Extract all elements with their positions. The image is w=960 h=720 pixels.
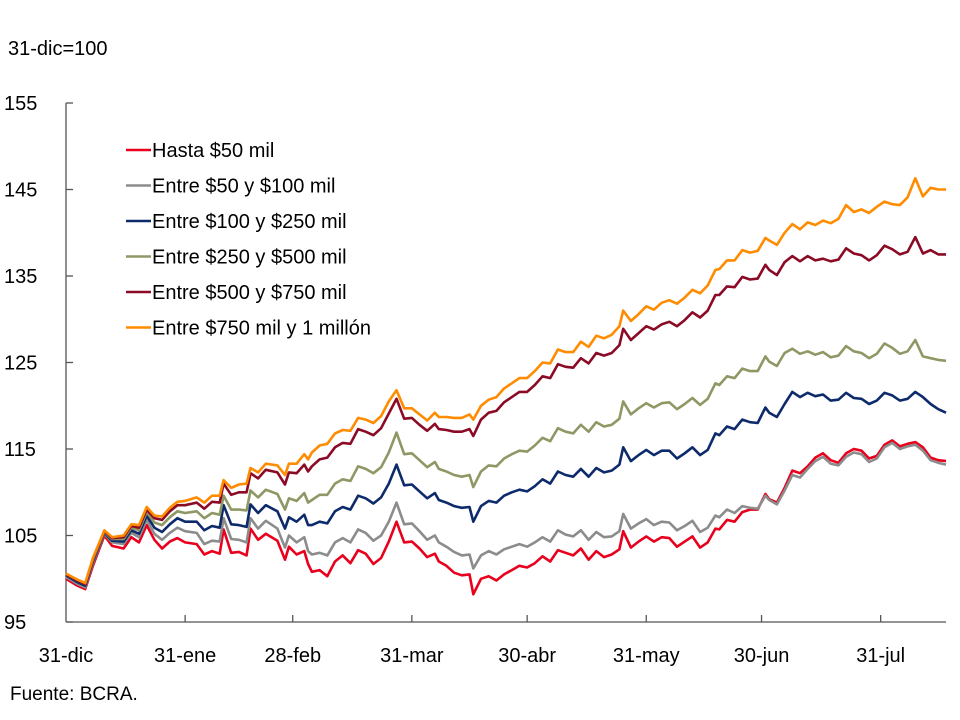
x-tick-label: 31-ene [154, 645, 216, 667]
legend-label: Entre $750 mil y 1 millón [152, 318, 371, 340]
x-tick-label: 31-jul [856, 645, 905, 667]
y-tick-label: 135 [4, 266, 37, 288]
unit-label: 31-dic=100 [8, 38, 108, 60]
x-tick-label: 31-may [613, 645, 680, 667]
legend-label: Entre $250 y $500 mil [152, 247, 347, 269]
x-tick-label: 30-jun [734, 645, 790, 667]
legend-label: Hasta $50 mil [152, 140, 274, 162]
series-lines [65, 177, 947, 596]
y-tick-label: 145 [4, 180, 37, 202]
x-tick-label: 30-abr [498, 645, 556, 667]
series-line [65, 439, 947, 596]
legend-label: Entre $100 y $250 mil [152, 211, 347, 233]
y-tick-label: 125 [4, 353, 37, 375]
series-line [65, 338, 947, 586]
source-note: Fuente: BCRA. [10, 684, 138, 705]
legend-label: Entre $500 y $750 mil [152, 282, 347, 304]
y-tick-label: 155 [4, 93, 37, 115]
series-line [65, 441, 947, 589]
x-tick-label: 31-dic [39, 645, 93, 667]
x-tick-label: 31-mar [380, 645, 444, 667]
legend: Hasta $50 mil Entre $50 y $100 mil Entre $… [126, 140, 371, 340]
y-tick-label: 105 [4, 526, 37, 548]
x-tick-label: 28-feb [264, 645, 321, 667]
axes: 95 105 115 125 135 145 155 31-dic 31-ene 28-feb 31… [4, 93, 946, 667]
y-tick-label: 115 [4, 439, 36, 461]
series-line [65, 390, 947, 587]
legend-label: Entre $50 y $100 mil [152, 176, 335, 198]
series-line [65, 235, 946, 586]
series-line [65, 177, 946, 585]
y-tick-label: 95 [4, 612, 26, 634]
